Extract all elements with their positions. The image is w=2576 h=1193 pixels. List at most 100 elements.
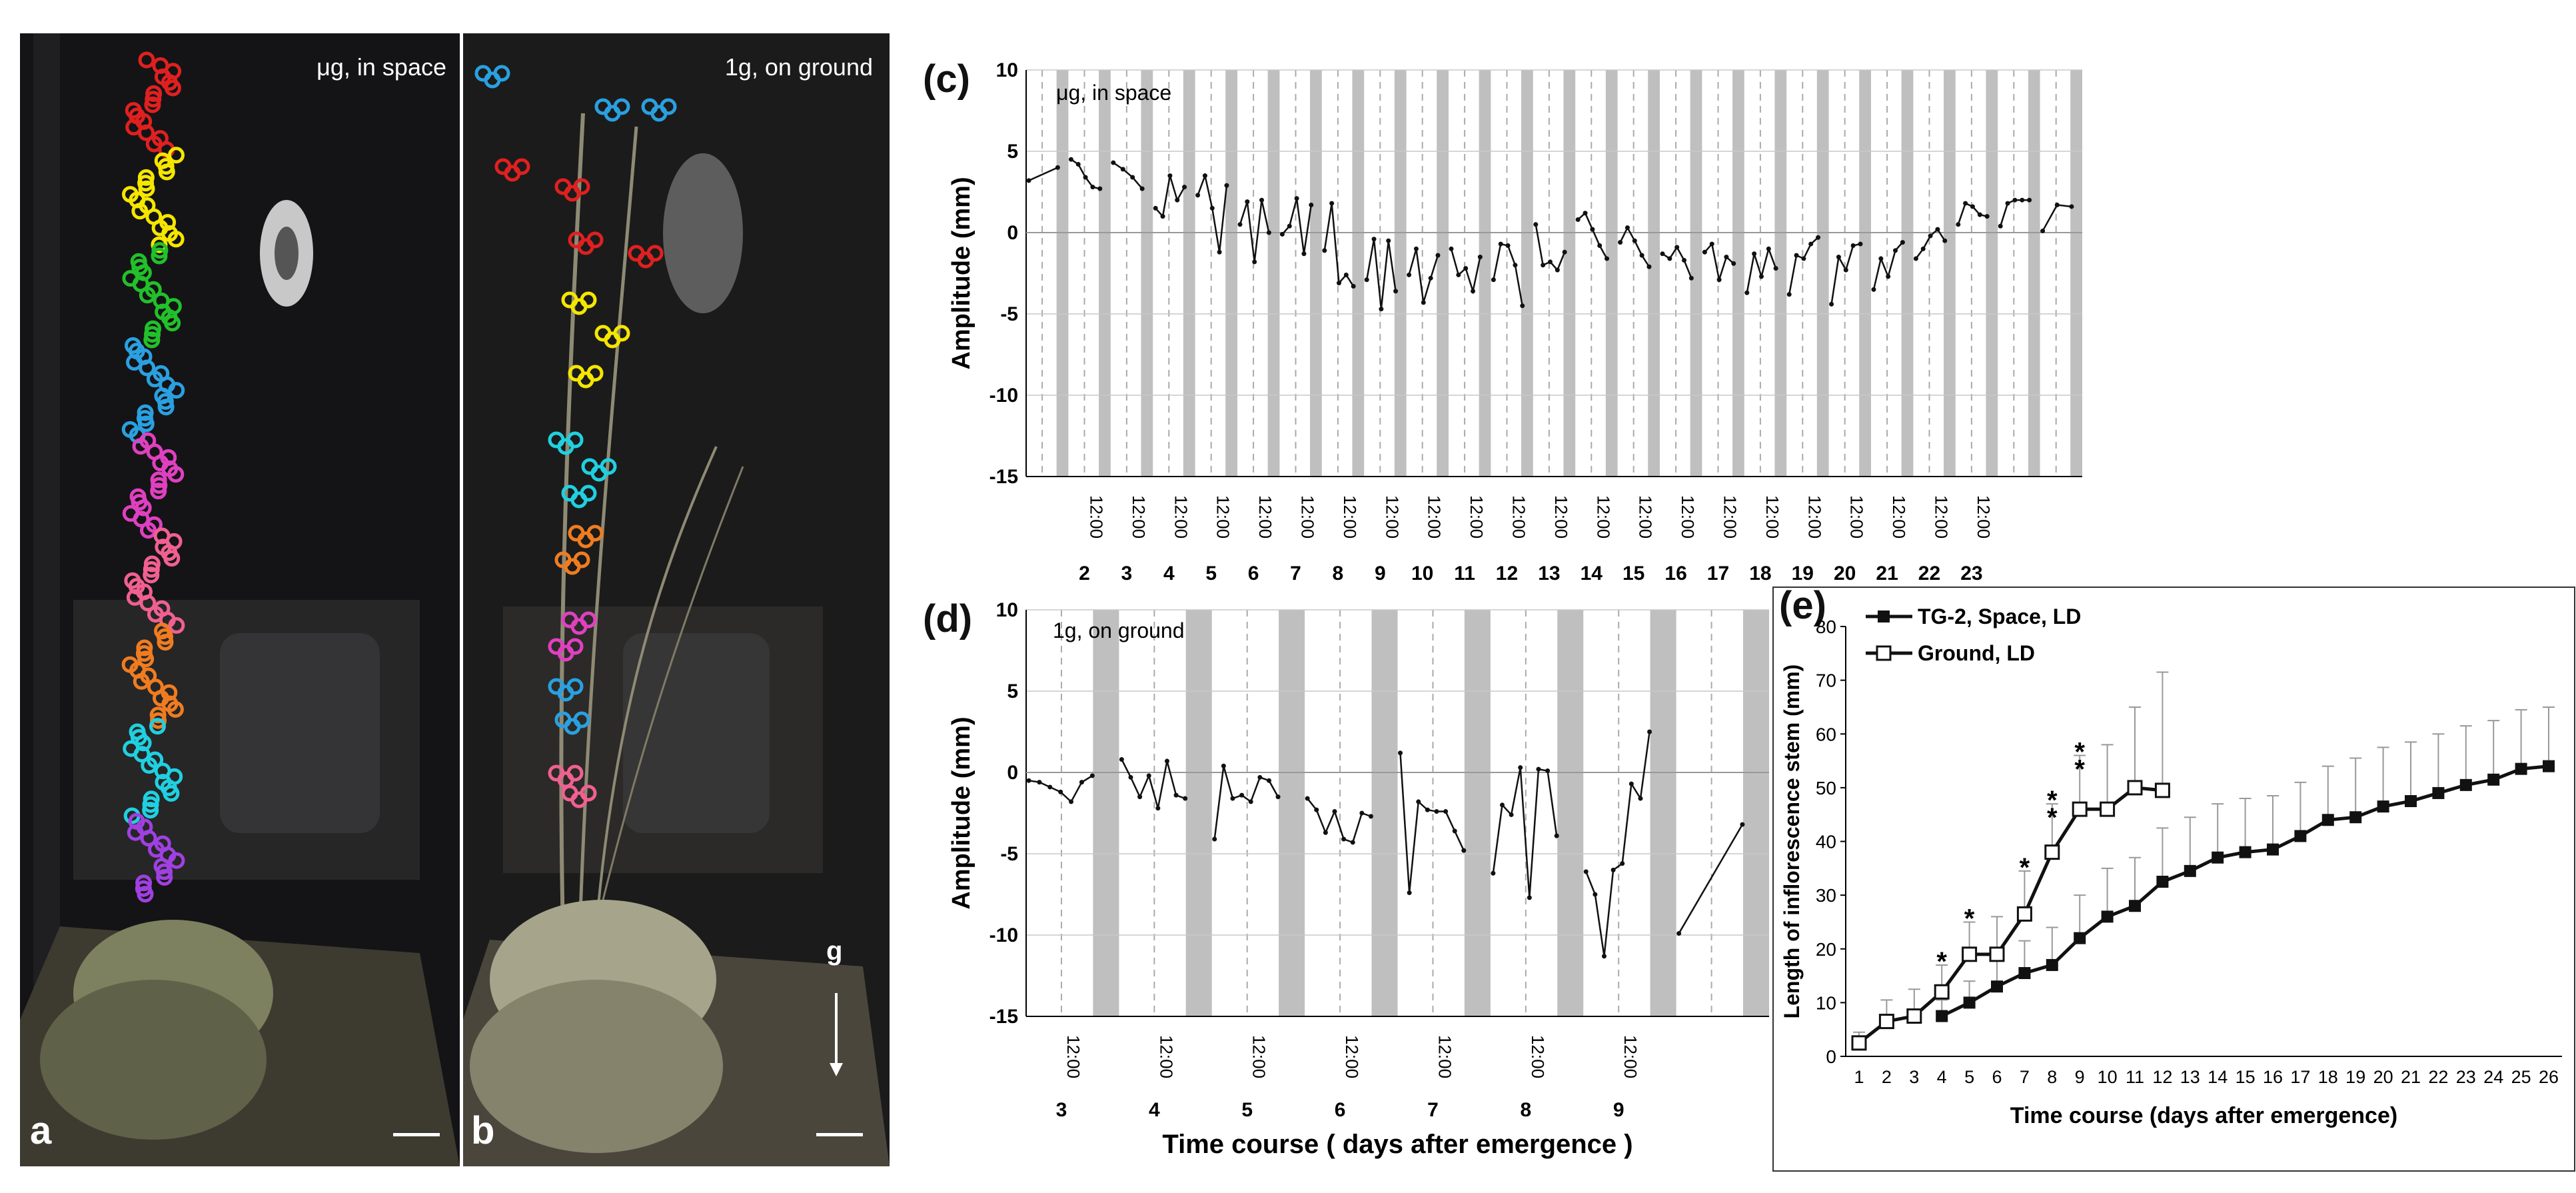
amplitude-point [1610,867,1616,872]
amplitude-point [1449,246,1454,251]
significance-marker: * [1964,904,1975,933]
tracking-ring-a [156,868,173,886]
amplitude-point [1676,931,1682,936]
day-label: 3 [1121,563,1133,585]
amplitude-series-line [1577,211,1608,259]
amplitude-point [1173,792,1179,798]
day-label: 20 [1834,563,1856,585]
x-tick-label: 13 [2180,1067,2200,1087]
amplitude-point [2069,204,2074,209]
night-band [1648,70,1660,477]
amplitude-point [1322,248,1327,253]
time-tick-label: 12:00 [1435,1035,1455,1078]
y-tick-label: -15 [989,466,1018,488]
tracking-ring-a [164,79,181,97]
space-point [2432,786,2445,799]
day-label: 13 [1538,563,1560,585]
tracking-ring-a [138,180,155,197]
amplitude-series-line [1028,167,1058,182]
amplitude-point [1407,272,1412,277]
time-tick-label: 12:00 [1528,1035,1548,1078]
tracking-ring-a [139,359,156,377]
tracking-ring-b [586,525,604,542]
y-tick-label: 0 [1007,222,1018,244]
y-tick-label: 40 [1816,832,1836,852]
amplitude-point [1593,892,1598,897]
amplitude-series-line [1408,249,1439,303]
day-label: 12 [1496,563,1518,585]
x-tick-label: 25 [2511,1067,2531,1087]
amplitude-point [1554,833,1559,838]
amplitude-point [1456,272,1461,277]
amplitude-series-line [1493,243,1523,307]
x-tick-label: 5 [1964,1067,1974,1087]
ground-point [1934,984,1950,1000]
tracking-ring-b [513,158,530,175]
amplitude-point [1471,289,1476,294]
x-tick-label: 10 [2098,1067,2118,1087]
time-tick-label: 12:00 [1593,495,1613,539]
night-band [1479,70,1491,477]
chart-d: 10 5 0 -5 -10 -15 12:00 3 12:00 4 12:00 5 12:00 6 12:0… [948,599,1769,1159]
night-band [1563,70,1576,477]
tracking-ring-b [573,551,590,569]
amplitude-point [1287,223,1292,229]
amplitude-point [1371,237,1377,242]
scale-bar-a [393,1133,440,1136]
night-band [1732,70,1744,477]
amplitude-point [1716,277,1722,283]
space-point [2046,958,2058,971]
significance-star: * [2047,803,2058,832]
amplitude-series-line [2000,199,2030,227]
tracking-ring-b [566,638,584,655]
tracking-ring-a [127,824,144,841]
x-tick-label: 12 [2152,1067,2172,1087]
amplitude-point [1850,243,1856,249]
tracking-ring-a [141,756,158,774]
amplitude-point [1597,243,1603,249]
tracking-ring-a [164,315,181,332]
day-label: 23 [1960,563,1982,585]
amplitude-point [1047,784,1053,790]
day-label: 19 [1792,563,1814,585]
amplitude-point [1202,173,1207,179]
night-band [1371,610,1398,1016]
significance-star: * [2020,853,2030,882]
space-point [2239,846,2252,858]
tracking-ring-a [133,746,151,763]
amplitude-point [1744,290,1750,295]
tracking-ring-a [149,718,166,735]
y-tick-label: 10 [1816,992,1836,1013]
amplitude-point [1111,160,1116,165]
tracking-ring-a [151,247,168,265]
tracking-ring-a [167,466,185,483]
amplitude-point [1674,245,1680,250]
amplitude-point [1920,246,1926,251]
amplitude-series-line [1365,239,1397,309]
amplitude-point [1547,259,1553,265]
amplitude-point [1688,275,1694,281]
y-tick-label: 60 [1816,724,1836,744]
space-point [2074,932,2086,944]
amplitude-point [1878,256,1884,261]
chart-d-inset-label: 1g, on ground [1053,618,1185,642]
night-band [1690,70,1702,477]
amplitude-point [1252,259,1257,265]
y-axis-label: Amplitude (mm) [948,177,975,369]
amplitude-point [1305,796,1310,801]
amplitude-point [1935,227,1940,232]
chart-d-letter: (d) [923,597,973,640]
time-tick-label: 12:00 [1974,495,1994,539]
amplitude-point [1343,272,1349,277]
amplitude-series-line [1619,225,1650,267]
amplitude-point [1266,230,1271,235]
amplitude-series-line [1872,241,1904,290]
x-tick-label: 3 [1909,1067,1919,1087]
amplitude-point [1259,197,1265,203]
amplitude-series-line [1585,731,1650,956]
night-band [1225,70,1237,477]
x-tick-label: 15 [2236,1067,2255,1087]
amplitude-series-line [1399,752,1465,893]
amplitude-point [1533,222,1539,227]
amplitude-point [1336,281,1341,286]
